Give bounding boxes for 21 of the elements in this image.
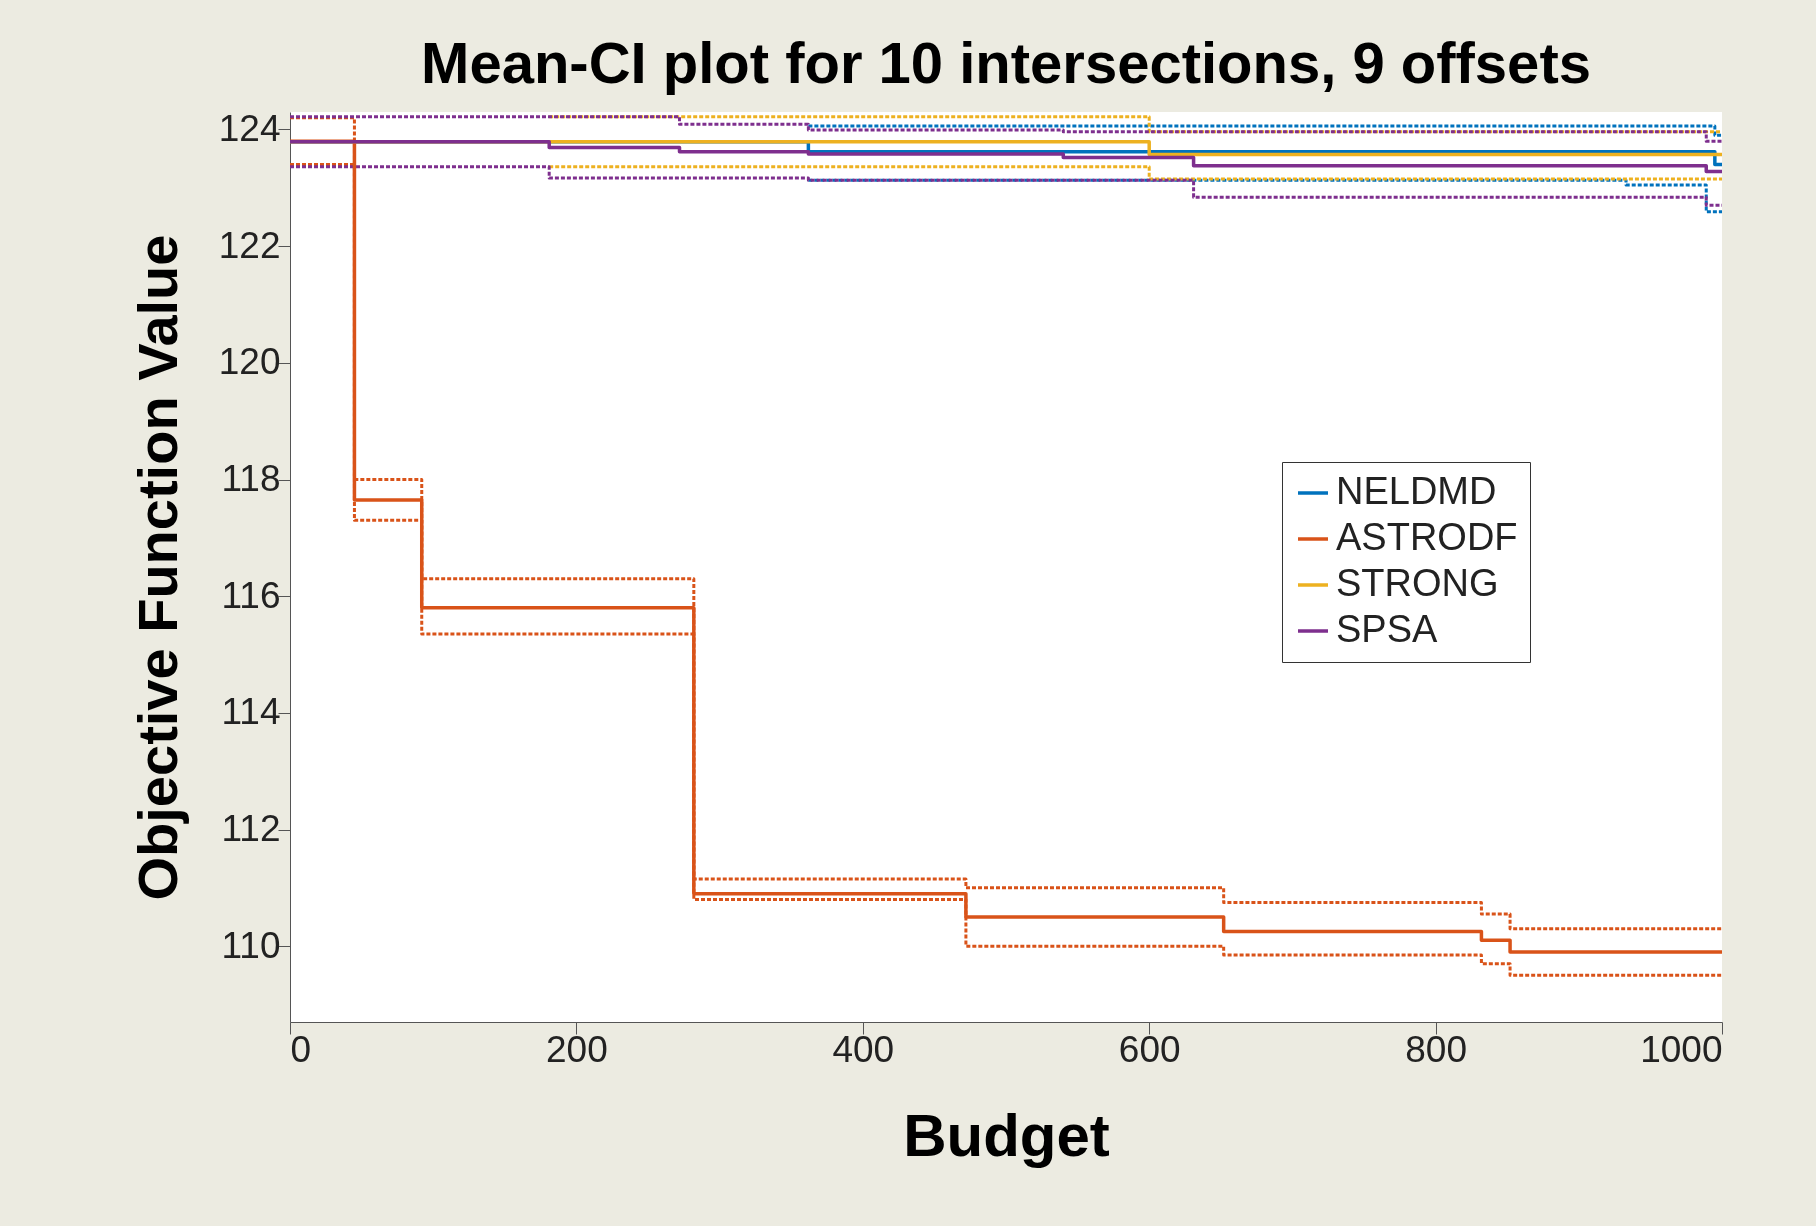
y-tick-label: 110 (221, 924, 281, 966)
y-tick-label: 112 (221, 808, 281, 849)
x-axis-title: Budget (903, 1101, 1110, 1169)
y-axis-title: Objective Function Value (125, 234, 189, 901)
y-tick-label: 124 (218, 108, 281, 149)
y-tick-label: 114 (221, 691, 281, 733)
legend-label: SPSA (1336, 608, 1439, 650)
x-tick-label: 0 (290, 1028, 312, 1070)
x-tick-label: 600 (1118, 1028, 1181, 1070)
chart-title: Mean-CI plot for 10 intersections, 9 offsets (421, 29, 1591, 95)
legend-label: STRONG (1336, 562, 1499, 604)
x-tick-label: 1000 (1640, 1028, 1723, 1070)
y-tick-label: 120 (218, 341, 281, 383)
legend-label: ASTRODF (1336, 516, 1518, 558)
y-tick-label: 122 (218, 224, 281, 266)
y-tick-label: 116 (221, 574, 281, 616)
legend-label: NELDMD (1336, 470, 1497, 512)
x-tick-label: 800 (1405, 1028, 1467, 1070)
x-tick-label: 200 (546, 1028, 608, 1070)
y-tick-label: 118 (221, 458, 281, 499)
x-tick-label: 400 (832, 1028, 895, 1070)
